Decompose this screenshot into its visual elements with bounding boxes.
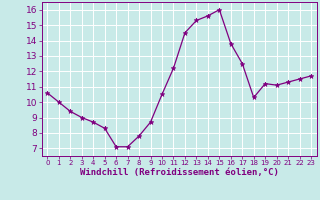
X-axis label: Windchill (Refroidissement éolien,°C): Windchill (Refroidissement éolien,°C) (80, 168, 279, 177)
